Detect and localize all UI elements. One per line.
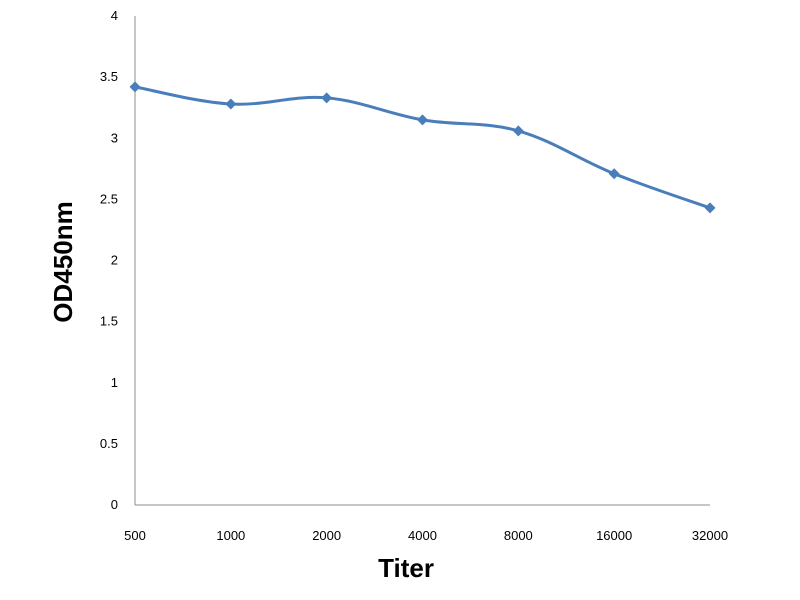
data-point-marker [129,81,141,93]
series-line [133,85,712,210]
y-tick-label: 3 [111,130,118,145]
y-tick-label: 1.5 [100,314,118,329]
y-tick-label: 1 [111,375,118,390]
x-tick-label: 500 [124,528,146,543]
y-tick-label: 3.5 [100,69,118,84]
data-point-marker [512,125,524,137]
y-tick-label: 0 [111,497,118,512]
data-point-marker [321,92,333,104]
x-tick-label: 4000 [408,528,437,543]
data-point-marker [225,98,237,110]
x-tick-label: 16000 [596,528,632,543]
y-axis: 0 0.5 1 1.5 2 2.5 3 3.5 4 [100,8,136,512]
data-series [129,81,716,214]
data-point-marker [704,202,716,214]
x-tick-label: 1000 [216,528,245,543]
x-axis-title: Titer [378,553,434,583]
data-point-marker [608,168,620,180]
y-tick-label: 4 [111,8,118,23]
y-axis-title: OD450nm [48,201,78,322]
x-tick-label: 8000 [504,528,533,543]
x-tick-label: 32000 [692,528,728,543]
y-tick-label: 2 [111,253,118,268]
data-point-marker [417,114,428,126]
y-tick-label: 2.5 [100,191,118,206]
y-tick-label: 0.5 [100,436,118,451]
x-tick-label: 2000 [312,528,341,543]
x-axis: 500 1000 2000 4000 8000 16000 32000 [124,504,728,543]
